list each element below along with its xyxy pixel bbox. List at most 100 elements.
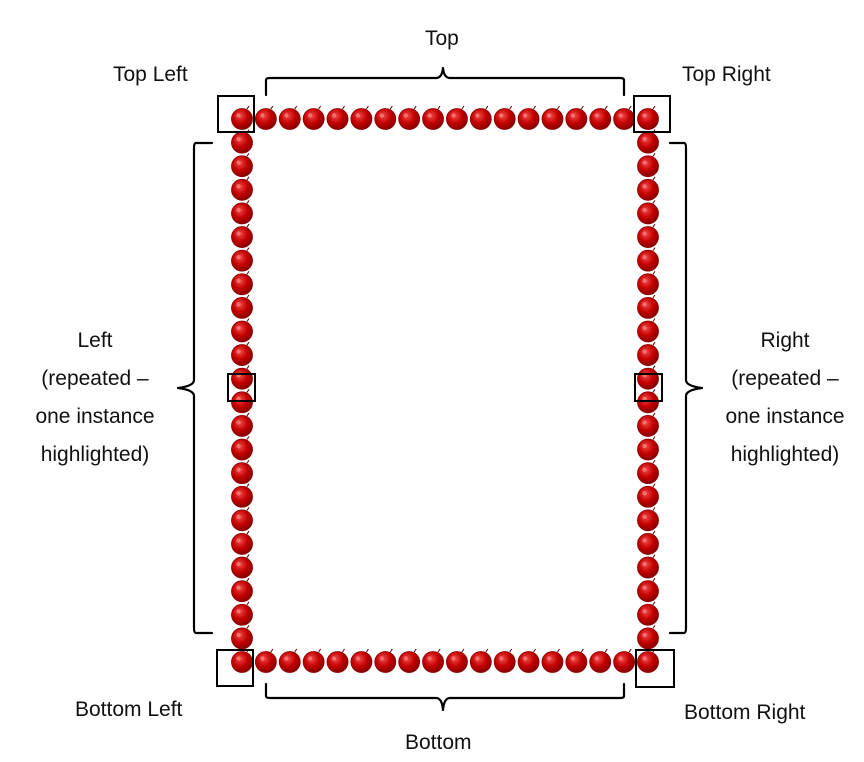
right-bracket [668, 141, 704, 635]
bottom-bead-8 [422, 648, 444, 673]
left-label-line-1: Left [77, 329, 113, 352]
right-highlight [634, 373, 663, 402]
right-bead-19 [637, 554, 659, 579]
bottom-bead-2 [278, 648, 301, 673]
bottom-bead-6 [374, 648, 397, 673]
right-label: Right (repeated – one instance highlight… [710, 322, 860, 474]
right-bead-15 [637, 459, 659, 485]
right-label-line-3: one instance [725, 405, 845, 428]
left-bead-9 [231, 318, 253, 343]
left-highlight [227, 373, 256, 402]
top-bead-0 [231, 105, 253, 130]
top-bead-16 [613, 105, 636, 130]
highlight-boxes [216, 95, 675, 688]
left-label: Left (repeated – one instance highlighte… [20, 322, 170, 474]
left-bead-19 [231, 554, 253, 579]
top-bead-7 [398, 105, 421, 130]
top-bead-10 [469, 105, 492, 130]
left-bead-7 [231, 270, 253, 296]
left-bead-20 [231, 577, 253, 603]
top-bead-11 [493, 105, 516, 130]
left-bead-13 [231, 412, 253, 437]
left-bead-11 [231, 365, 253, 390]
left-bead-6 [231, 247, 253, 272]
left-bead-3 [231, 176, 253, 201]
brackets [176, 66, 704, 712]
top-bead-13 [541, 105, 564, 130]
left-bead-12 [231, 389, 253, 414]
bottom-bead-14 [565, 648, 588, 673]
right-label-line-4: highlighted) [730, 443, 840, 466]
bottom-bead-16 [613, 648, 636, 673]
bottom-bead-12 [517, 648, 540, 673]
right-bead-21 [637, 601, 659, 626]
right-bead-20 [637, 577, 659, 603]
top-bead-17 [637, 105, 659, 130]
bottom-bead-0 [231, 648, 253, 673]
top-bead-8 [422, 105, 444, 130]
top-bead-15 [589, 105, 612, 130]
top-bead-4 [326, 105, 349, 130]
bottom-bead-11 [493, 648, 516, 673]
top-bead-3 [302, 105, 325, 130]
bottom-bead-1 [254, 648, 277, 673]
left-bracket [176, 141, 214, 635]
bottom-bead-17 [637, 648, 659, 673]
bottom-left-highlight [216, 649, 254, 687]
right-bead-3 [637, 176, 659, 201]
bottom-bracket [264, 682, 626, 712]
right-bead-13 [637, 412, 659, 437]
left-bead-10 [231, 341, 253, 366]
top-label: Top [425, 27, 459, 50]
right-bead-9 [637, 318, 659, 343]
top-bracket [264, 66, 626, 97]
top-right-label: Top Right [682, 63, 771, 86]
top-bead-6 [374, 105, 397, 130]
bottom-bead-13 [541, 648, 564, 673]
bottom-bead-3 [302, 648, 325, 673]
right-bead-14 [637, 436, 659, 461]
left-bead-16 [231, 483, 253, 508]
left-bead-5 [231, 223, 253, 248]
left-bead-22 [231, 625, 253, 650]
right-bead-11 [637, 365, 659, 390]
left-label-line-3: one instance [35, 405, 155, 428]
bottom-bead-9 [446, 648, 468, 673]
right-bead-18 [637, 530, 659, 555]
bottom-bead-7 [398, 648, 421, 673]
right-bead-1 [637, 129, 659, 154]
top-bead-1 [254, 105, 277, 130]
top-bead-5 [350, 105, 373, 130]
left-bead-4 [231, 200, 253, 225]
right-bead-8 [637, 294, 659, 319]
right-bead-5 [637, 223, 659, 248]
left-bead-8 [231, 294, 253, 319]
bottom-bead-4 [326, 648, 349, 673]
bottom-label: Bottom [405, 731, 472, 754]
left-bead-17 [231, 507, 253, 532]
top-bead-14 [565, 105, 588, 130]
left-label-line-4: highlighted) [40, 443, 150, 466]
left-bead-15 [231, 459, 253, 485]
right-label-line-2: (repeated – [731, 367, 839, 390]
right-bead-22 [637, 625, 659, 650]
bead-border [231, 105, 659, 673]
top-left-label: Top Left [113, 63, 188, 86]
left-bead-14 [231, 436, 253, 461]
top-bead-2 [278, 105, 301, 130]
bottom-bead-15 [589, 648, 612, 673]
bottom-bead-10 [469, 648, 492, 673]
top-bead-9 [446, 105, 468, 130]
left-bead-1 [231, 129, 253, 154]
left-bead-2 [231, 152, 253, 178]
left-label-line-2: (repeated – [41, 367, 149, 390]
right-label-line-1: Right [760, 329, 810, 352]
top-right-highlight [633, 95, 671, 133]
bottom-left-label: Bottom Left [75, 698, 183, 721]
left-bead-21 [231, 601, 253, 626]
top-left-highlight [217, 95, 255, 133]
right-bead-2 [637, 152, 659, 178]
bottom-right-label: Bottom Right [684, 701, 806, 724]
right-bead-16 [637, 483, 659, 508]
